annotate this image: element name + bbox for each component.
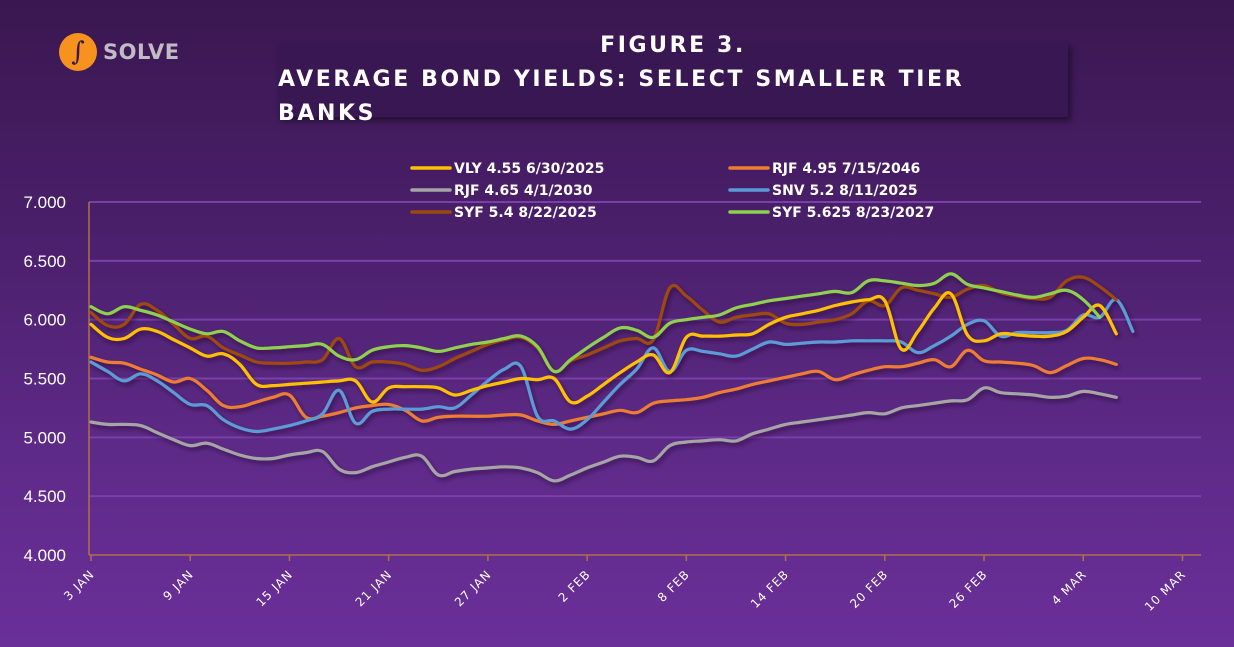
y-tick-label: 7.000 xyxy=(23,193,66,212)
legend-label: SYF 5.4 8/22/2025 xyxy=(454,205,597,221)
y-tick-label: 6.500 xyxy=(23,252,66,271)
chart-title: AVERAGE BOND YIELDS: SELECT SMALLER TIER… xyxy=(278,66,965,126)
x-tick-label: 2 FEB xyxy=(556,567,594,605)
x-tick-label: 21 JAN xyxy=(353,567,395,609)
solve-logo: ∫ SOLVE xyxy=(59,33,180,71)
integral-icon: ∫ xyxy=(59,33,97,71)
x-axis-ticks: 3 JAN 9 JAN 15 JAN 21 JAN 27 JAN 2 FEB 8 FEB 14… xyxy=(61,555,1189,614)
x-tick-label: 4 MAR xyxy=(1049,567,1090,608)
y-tick-label: 6.000 xyxy=(23,311,66,330)
legend-label: SYF 5.625 8/23/2027 xyxy=(772,205,934,221)
chart-title-box: FIGURE 3. AVERAGE BOND YIELDS: SELECT SM… xyxy=(278,33,1068,126)
gridlines xyxy=(89,201,1201,498)
x-tick-label: 15 JAN xyxy=(253,567,295,609)
legend-label: RJF 4.65 4/1/2030 xyxy=(454,183,593,199)
figure-label: FIGURE 3. xyxy=(600,32,746,58)
legend-label: RJF 4.95 7/15/2046 xyxy=(772,161,920,177)
series-line-4 xyxy=(89,275,1118,374)
x-tick-label: 20 FEB xyxy=(847,567,891,611)
series-line-5 xyxy=(89,272,1102,374)
x-tick-label: 3 JAN xyxy=(61,567,97,603)
x-tick-label: 27 JAN xyxy=(452,567,494,609)
x-tick-label: 8 FEB xyxy=(655,567,693,605)
y-tick-label: 5.500 xyxy=(23,370,66,389)
legend-label: VLY 4.55 6/30/2025 xyxy=(454,161,604,177)
axes xyxy=(88,202,1201,556)
legend: VLY 4.55 6/30/2025 RJF 4.95 7/15/2046 RJF … xyxy=(410,161,934,221)
y-axis-ticks: 4.000 4.500 5.000 5.500 6.000 6.500 7.000 xyxy=(23,193,66,565)
logo-text: SOLVE xyxy=(103,40,180,64)
x-tick-label: 26 FEB xyxy=(946,567,990,611)
legend-label: SNV 5.2 8/11/2025 xyxy=(772,183,918,199)
series-line-2 xyxy=(89,386,1118,483)
y-tick-label: 5.000 xyxy=(23,428,66,447)
x-tick-label: 10 MAR xyxy=(1142,567,1189,614)
series-line-3 xyxy=(89,298,1135,434)
series-line-1 xyxy=(89,348,1118,426)
y-tick-label: 4.000 xyxy=(23,546,66,565)
series-line-0 xyxy=(89,291,1118,405)
x-tick-label: 14 FEB xyxy=(748,567,792,611)
x-tick-label: 9 JAN xyxy=(160,567,196,603)
y-tick-label: 4.500 xyxy=(23,487,66,506)
series-lines xyxy=(89,272,1135,483)
